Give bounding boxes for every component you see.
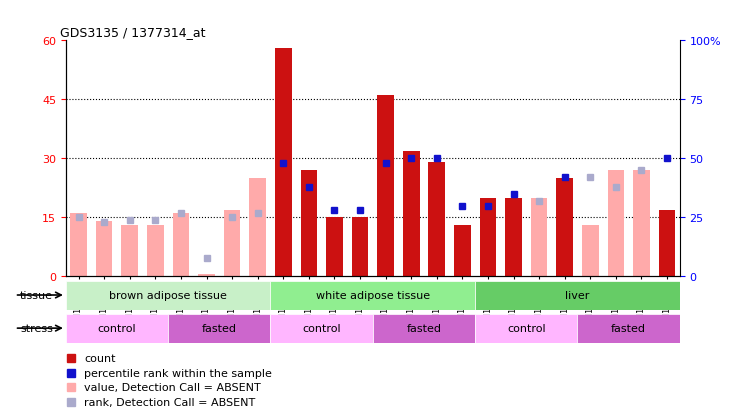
- Text: control: control: [507, 323, 545, 333]
- Bar: [454, 225, 471, 277]
- Text: fasted: fasted: [406, 323, 442, 333]
- Bar: [198, 275, 215, 277]
- Text: control: control: [98, 323, 136, 333]
- Bar: [275, 49, 292, 277]
- Bar: [66, 314, 168, 343]
- Text: stress: stress: [20, 323, 53, 333]
- Bar: [556, 179, 573, 277]
- Text: rank, Detection Call = ABSENT: rank, Detection Call = ABSENT: [84, 396, 255, 407]
- Text: liver: liver: [565, 290, 590, 300]
- Bar: [403, 151, 420, 277]
- Bar: [173, 214, 189, 277]
- Text: control: control: [303, 323, 341, 333]
- Bar: [428, 163, 445, 277]
- Bar: [633, 171, 650, 277]
- Bar: [66, 281, 270, 310]
- Text: tissue: tissue: [20, 290, 53, 300]
- Bar: [96, 222, 113, 277]
- Bar: [300, 171, 317, 277]
- Bar: [582, 225, 599, 277]
- Bar: [270, 314, 373, 343]
- Bar: [377, 96, 394, 277]
- Bar: [326, 218, 343, 277]
- Text: value, Detection Call = ABSENT: value, Detection Call = ABSENT: [84, 382, 261, 392]
- Bar: [607, 171, 624, 277]
- Bar: [70, 214, 87, 277]
- Text: brown adipose tissue: brown adipose tissue: [109, 290, 227, 300]
- Bar: [659, 210, 675, 277]
- Text: fasted: fasted: [611, 323, 646, 333]
- Bar: [224, 210, 240, 277]
- Bar: [480, 198, 496, 277]
- Bar: [475, 281, 680, 310]
- Text: percentile rank within the sample: percentile rank within the sample: [84, 368, 272, 378]
- Text: count: count: [84, 353, 115, 363]
- Text: fasted: fasted: [202, 323, 237, 333]
- Text: GDS3135 / 1377314_at: GDS3135 / 1377314_at: [60, 26, 205, 39]
- Bar: [505, 198, 522, 277]
- Bar: [577, 314, 680, 343]
- Bar: [352, 218, 368, 277]
- Bar: [249, 179, 266, 277]
- Text: white adipose tissue: white adipose tissue: [316, 290, 430, 300]
- Bar: [270, 281, 475, 310]
- Bar: [168, 314, 270, 343]
- Bar: [373, 314, 475, 343]
- Bar: [147, 225, 164, 277]
- Bar: [121, 225, 138, 277]
- Bar: [475, 314, 577, 343]
- Bar: [531, 198, 548, 277]
